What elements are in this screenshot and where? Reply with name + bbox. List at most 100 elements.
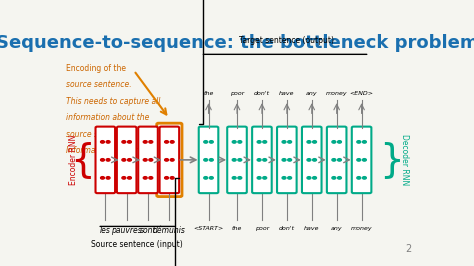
Circle shape [282,177,286,179]
Text: poor: poor [230,91,244,96]
Text: don't: don't [279,226,295,231]
Circle shape [122,159,126,161]
Text: sont: sont [140,226,156,235]
Circle shape [204,141,208,143]
Text: information about the: information about the [66,113,149,122]
Text: have: have [304,226,319,231]
Circle shape [128,177,131,179]
Circle shape [128,141,131,143]
Circle shape [164,141,168,143]
Circle shape [100,141,104,143]
Text: money: money [326,91,347,96]
Circle shape [357,141,361,143]
Circle shape [332,159,336,161]
Circle shape [307,141,311,143]
Circle shape [282,141,286,143]
Text: have: have [279,91,294,96]
Circle shape [307,177,311,179]
FancyBboxPatch shape [199,127,219,193]
Circle shape [282,159,286,161]
Circle shape [263,177,267,179]
Circle shape [313,177,317,179]
Circle shape [332,141,336,143]
Circle shape [100,159,104,161]
Circle shape [363,141,366,143]
Circle shape [288,177,292,179]
FancyBboxPatch shape [252,127,272,193]
Circle shape [164,177,168,179]
Circle shape [106,141,110,143]
Text: Encoder RNN: Encoder RNN [69,135,78,185]
Circle shape [204,177,208,179]
Text: any: any [306,91,318,96]
Text: the: the [203,91,214,96]
Circle shape [210,177,213,179]
Text: the: the [232,226,242,231]
Circle shape [170,177,174,179]
FancyBboxPatch shape [302,127,321,193]
Circle shape [100,177,104,179]
Circle shape [143,159,147,161]
Circle shape [288,159,292,161]
Circle shape [143,141,147,143]
Circle shape [149,177,153,179]
Circle shape [357,177,361,179]
Text: Encoding of the: Encoding of the [66,64,126,73]
Circle shape [164,159,168,161]
Circle shape [363,177,366,179]
Circle shape [313,159,317,161]
Circle shape [170,141,174,143]
Text: {: { [70,141,94,179]
FancyBboxPatch shape [95,127,115,193]
Circle shape [238,159,242,161]
Circle shape [357,159,361,161]
Circle shape [363,159,366,161]
Circle shape [307,159,311,161]
FancyBboxPatch shape [117,127,137,193]
Text: don't: don't [254,91,270,96]
Circle shape [257,159,261,161]
Circle shape [232,177,236,179]
FancyBboxPatch shape [160,127,179,193]
Text: money: money [351,226,373,231]
Circle shape [232,159,236,161]
Circle shape [210,141,213,143]
Circle shape [238,141,242,143]
Circle shape [106,159,110,161]
Circle shape [263,141,267,143]
Text: démunis: démunis [153,226,186,235]
Circle shape [332,177,336,179]
Text: any: any [331,226,343,231]
Circle shape [263,159,267,161]
Circle shape [204,159,208,161]
Circle shape [238,177,242,179]
Text: <START>: <START> [193,226,224,231]
Text: 2: 2 [405,244,411,254]
Circle shape [170,159,174,161]
Circle shape [257,141,261,143]
Circle shape [128,159,131,161]
Circle shape [257,177,261,179]
Text: les: les [100,226,111,235]
Circle shape [210,159,213,161]
Circle shape [337,159,341,161]
Text: Sequence-to-sequence: the bottleneck problem: Sequence-to-sequence: the bottleneck pro… [0,34,474,52]
FancyBboxPatch shape [352,127,371,193]
FancyBboxPatch shape [138,127,158,193]
Text: source sentence.: source sentence. [66,80,132,89]
Circle shape [106,177,110,179]
Circle shape [232,141,236,143]
Circle shape [288,141,292,143]
Text: Decoder RNN: Decoder RNN [400,134,409,185]
Text: pauvres: pauvres [111,226,142,235]
Text: This needs to capture all: This needs to capture all [66,97,161,106]
Text: Source sentence (input): Source sentence (input) [91,240,183,249]
Text: source sentence.: source sentence. [66,130,132,139]
Text: Target sentence (output): Target sentence (output) [239,36,334,45]
Circle shape [149,159,153,161]
Text: Information bottleneck!: Information bottleneck! [66,146,156,155]
Text: poor: poor [255,226,269,231]
Circle shape [337,141,341,143]
Circle shape [122,177,126,179]
Circle shape [337,177,341,179]
